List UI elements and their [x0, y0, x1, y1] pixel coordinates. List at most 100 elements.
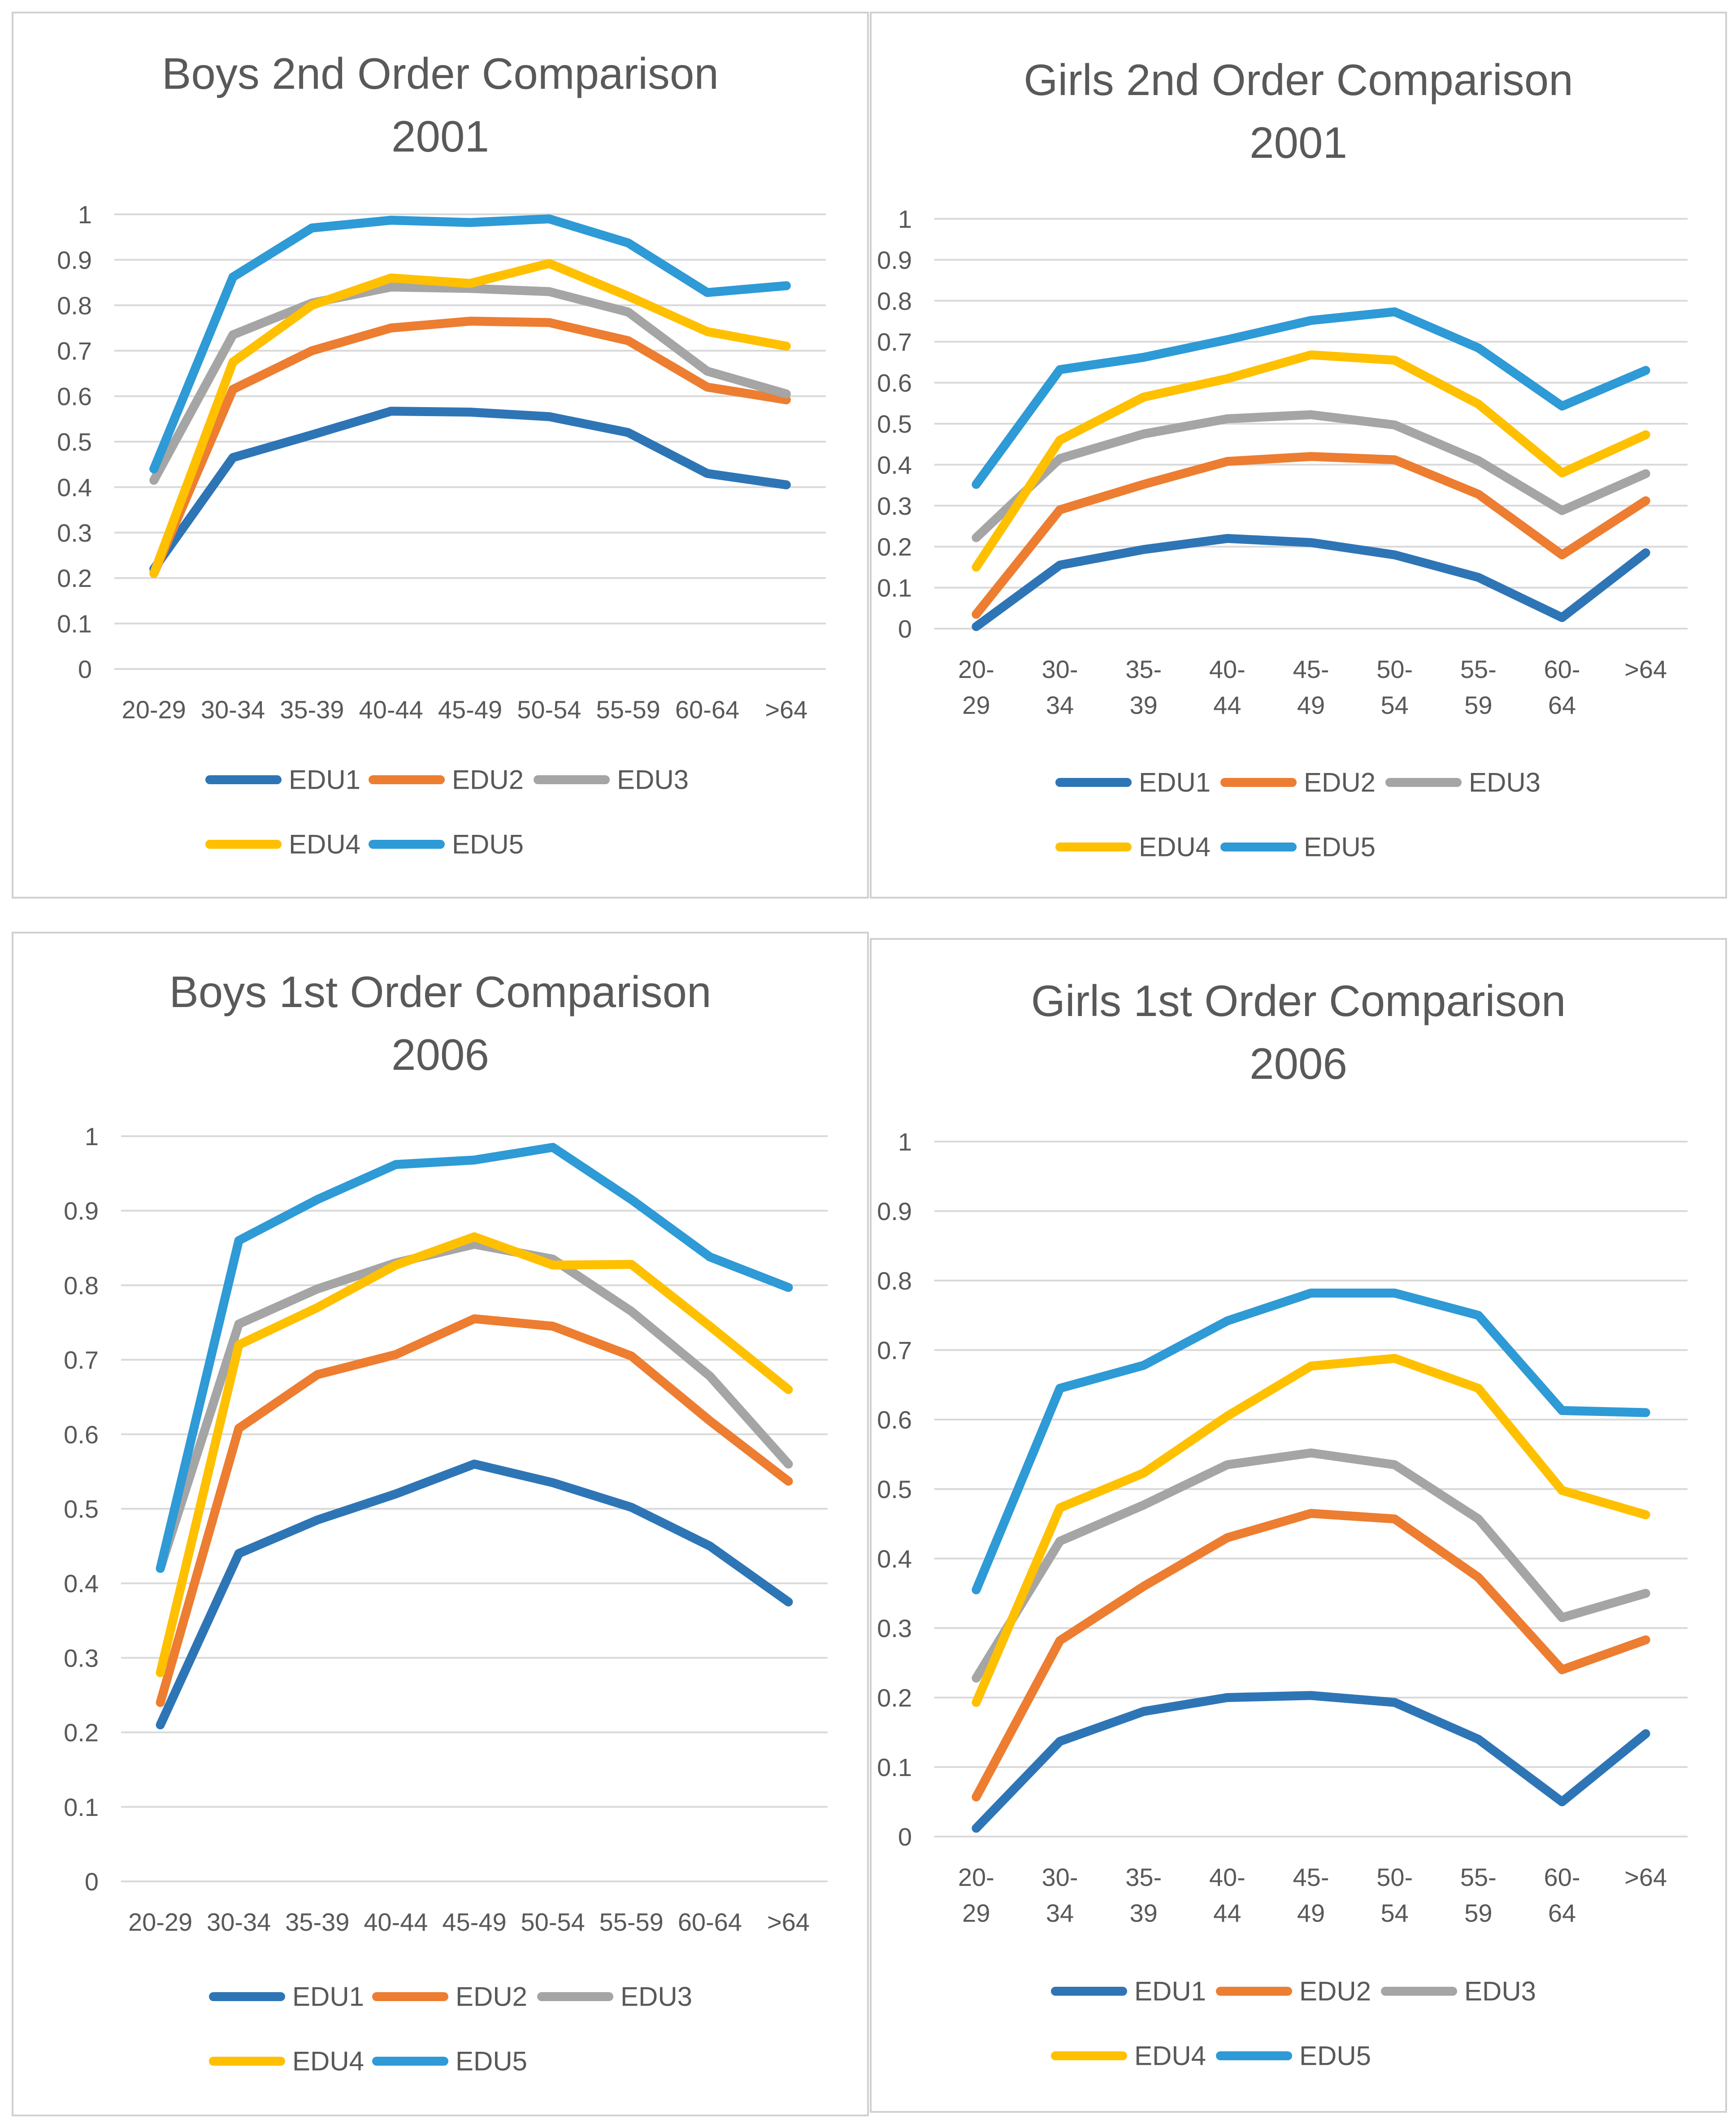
x-tick-label-line: 29	[962, 691, 990, 719]
legend: EDU1 EDU2 EDU3 EDU4 EDU5	[13, 762, 871, 874]
legend-label: EDU5	[456, 2046, 528, 2076]
legend-label: EDU1	[1139, 767, 1211, 798]
plot-area: 00.10.20.30.40.50.60.70.80.9120-2930-343…	[877, 1128, 1688, 1927]
x-tick-label-line: 55-	[1460, 655, 1497, 683]
y-tick-label: 0.5	[64, 1495, 99, 1523]
y-tick-label: 0.3	[877, 492, 912, 520]
legend-swatch	[1055, 843, 1132, 852]
chart-title-line2: 2001	[391, 112, 489, 161]
x-tick-label-line: 30-	[1042, 1863, 1078, 1891]
legend-item-edu5: EDU5	[1220, 829, 1376, 863]
y-tick-label: 0.7	[877, 328, 912, 356]
x-tick-label-line: 34	[1046, 1899, 1074, 1927]
y-tick-label: 1	[898, 205, 912, 233]
x-tick-label: 55-59	[599, 1908, 664, 1936]
y-tick-label: 0.1	[877, 1753, 912, 1781]
legend-swatch	[372, 1992, 448, 2002]
y-tick-label: 1	[78, 200, 92, 229]
x-tick-label: 60-64	[1544, 655, 1580, 719]
legend-item-edu5: EDU5	[369, 827, 524, 860]
y-tick-label: 0	[898, 615, 912, 643]
y-tick-label: 0.9	[57, 246, 92, 274]
legend-label: EDU4	[289, 829, 361, 860]
x-tick-label-line: 30-	[1042, 655, 1078, 683]
legend-item-edu2: EDU2	[369, 762, 524, 795]
y-tick-label: 0.5	[877, 1475, 912, 1503]
legend-label: EDU2	[456, 1981, 528, 2012]
legend-item-edu1: EDU1	[209, 1979, 364, 2012]
x-tick-label: 35-39	[280, 695, 344, 724]
y-tick-label: 0	[898, 1823, 912, 1851]
x-tick-label-line: 49	[1297, 1899, 1325, 1927]
x-tick-label: 40-44	[364, 1908, 428, 1936]
y-tick-label: 0.1	[57, 610, 92, 638]
y-tick-label: 0.3	[877, 1614, 912, 1642]
legend-swatch	[205, 840, 282, 849]
legend-swatch	[1051, 1987, 1127, 1996]
x-tick-label-line: 49	[1297, 691, 1325, 719]
legend-label: EDU1	[289, 764, 361, 795]
y-tick-label: 0.3	[64, 1644, 99, 1672]
x-tick-label: 45-49	[1293, 655, 1329, 719]
legend-item-edu2: EDU2	[1220, 765, 1376, 798]
x-tick-label-line: 20-	[958, 1863, 994, 1891]
y-tick-label: 0.9	[877, 246, 912, 274]
y-tick-label: 0.9	[64, 1197, 99, 1225]
x-tick-label: 30-34	[201, 695, 265, 724]
x-tick-label: 20-29	[122, 695, 186, 724]
y-tick-label: 1	[85, 1122, 99, 1151]
y-tick-label: 0.6	[57, 382, 92, 411]
y-tick-label: 0.2	[64, 1719, 99, 1747]
legend-item-edu5: EDU5	[1216, 2038, 1371, 2072]
y-tick-label: 0.4	[57, 473, 92, 501]
series-line-edu2	[156, 1314, 793, 1707]
x-tick-label-line: 44	[1213, 691, 1241, 719]
x-tick-label-line: 29	[962, 1899, 990, 1927]
series-line-edu1	[149, 407, 791, 573]
y-tick-label: 0.4	[877, 451, 912, 479]
legend-label: EDU3	[1469, 767, 1541, 798]
series-line-edu3	[972, 410, 1650, 543]
x-tick-label: 55-59	[596, 695, 660, 724]
series-line-edu5	[972, 1288, 1650, 1594]
series-line-edu5	[156, 1142, 793, 1573]
x-tick-label-line: 35-	[1125, 1863, 1162, 1891]
legend-label: EDU5	[1299, 2041, 1371, 2071]
y-tick-label: 0.8	[64, 1271, 99, 1299]
legend-swatch	[209, 1992, 285, 2002]
x-tick-label-line: 40-	[1209, 1863, 1246, 1891]
plot-area: 00.10.20.30.40.50.60.70.80.9120-2930-343…	[877, 205, 1688, 719]
legend-swatch	[1216, 1987, 1292, 1996]
x-tick-label: 40-44	[1209, 655, 1246, 719]
x-tick-label-line: 39	[1130, 1899, 1158, 1927]
legend-label: EDU4	[1139, 832, 1211, 862]
y-tick-label: 0.8	[57, 291, 92, 320]
y-tick-label: 0.8	[877, 1267, 912, 1295]
x-tick-label: >64	[767, 1908, 810, 1936]
legend-swatch	[369, 840, 445, 849]
x-tick-label-line: 60-	[1544, 655, 1580, 683]
x-tick-label-line: 64	[1548, 691, 1576, 719]
y-tick-label: 0.8	[877, 287, 912, 315]
x-tick-label: 30-34	[1042, 1863, 1078, 1927]
x-tick-label-line: 55-	[1460, 1863, 1497, 1891]
legend-item-edu5: EDU5	[372, 2044, 527, 2077]
chart-boys-2nd-order-2001: Boys 2nd Order Comparison 2001 0 0.1 0.2 0.…	[12, 12, 869, 899]
x-tick-label-line: 50-	[1376, 1863, 1413, 1891]
series-line-edu5	[149, 214, 791, 473]
series-line-edu4	[972, 350, 1650, 572]
x-tick-label: 45-49	[442, 1908, 506, 1936]
series-line-edu4	[972, 1354, 1650, 1707]
legend-label: EDU2	[452, 764, 524, 795]
legend-swatch	[205, 775, 282, 785]
legend-label: EDU4	[292, 2046, 365, 2076]
legend-swatch	[1220, 778, 1297, 787]
legend: EDU1 EDU2 EDU3 EDU4 EDU5	[872, 1974, 1729, 2086]
legend-swatch	[1385, 778, 1462, 787]
legend-item-edu4: EDU4	[1055, 829, 1211, 863]
series-line-edu2	[149, 317, 791, 578]
x-tick-label-line: 34	[1046, 691, 1074, 719]
chart-title: Girls 2nd Order Comparison 2001	[872, 48, 1725, 174]
legend-label: EDU2	[1304, 767, 1376, 798]
y-tick-label: 0.7	[64, 1346, 99, 1374]
